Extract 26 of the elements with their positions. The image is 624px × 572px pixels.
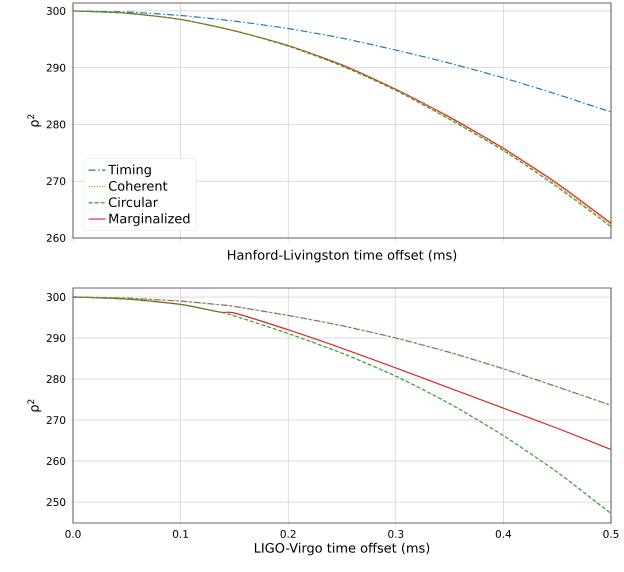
legend-label: Timing (108, 164, 151, 177)
y-tick-label: 270 (46, 177, 66, 186)
y-axis-title: ρ$^{2}$ (27, 400, 42, 412)
y-tick-label: 270 (46, 416, 66, 424)
x-tick-label: 0.5 (603, 530, 618, 538)
y-tick-label: 290 (46, 64, 66, 72)
y-tick-label: 260 (46, 234, 66, 242)
legend-label: Marginalized (109, 213, 190, 226)
y-tick-label: 280 (46, 375, 66, 383)
y-axis-title: ρ$^{2}$ (27, 114, 42, 127)
x-tick-label: 0.0 (65, 530, 81, 538)
x-tick-label: 0.3 (388, 530, 404, 538)
legend-label: Circular (108, 197, 158, 208)
x-tick-label: 0.1 (172, 530, 188, 538)
y-tick-label: 300 (46, 293, 66, 301)
y-tick-label: 280 (46, 120, 66, 128)
x-axis-title: Hanford-Livingston time offset (ms) (228, 250, 456, 262)
legend-label: Coherent (108, 180, 168, 191)
y-tick-label: 290 (46, 334, 66, 342)
y-tick-label: 300 (46, 6, 66, 15)
x-tick-label: 0.2 (280, 530, 296, 538)
x-tick-label: 0.4 (496, 530, 512, 538)
line-series (73, 296, 612, 514)
y-tick-label: 260 (46, 457, 66, 466)
x-axis-title: LIGO-Virgo time offset (ms) (254, 542, 430, 556)
y-tick-label: 250 (46, 498, 66, 506)
